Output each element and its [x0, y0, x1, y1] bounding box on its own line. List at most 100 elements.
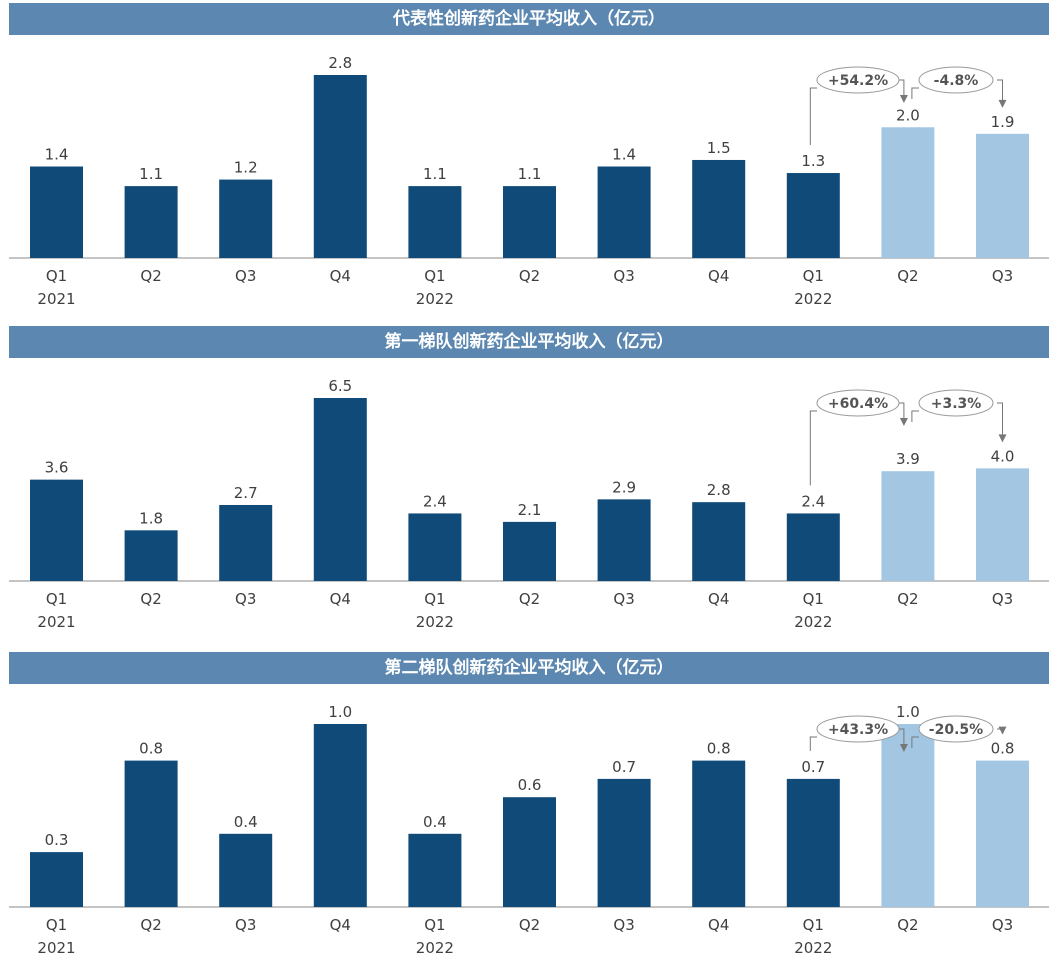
tick-label: Q1 — [46, 916, 67, 934]
chart-title: 代表性创新药企业平均收入（亿元） — [9, 3, 1049, 35]
bar — [219, 504, 273, 581]
annotation-oval — [918, 66, 994, 94]
tick-label: Q1 — [803, 916, 824, 934]
annotation-oval — [816, 389, 900, 417]
bar — [313, 724, 367, 907]
tick-label: Q4 — [330, 916, 351, 934]
tick-label: Q4 — [330, 590, 351, 608]
data-label: 2.1 — [518, 501, 542, 519]
data-label: 0.7 — [612, 758, 636, 776]
bar — [313, 398, 367, 581]
tick-label: Q1 — [46, 590, 67, 608]
bar — [597, 778, 651, 907]
data-label: 1.1 — [518, 165, 542, 183]
data-label: 1.2 — [234, 159, 258, 177]
tick-label: Q1 — [424, 916, 445, 934]
tick-label: Q3 — [992, 590, 1013, 608]
annotation-connector — [809, 736, 817, 751]
data-label: 6.5 — [328, 377, 352, 395]
bar — [976, 133, 1029, 258]
data-label: 2.4 — [423, 492, 447, 510]
year-label: 2022 — [416, 613, 454, 631]
bar — [692, 159, 746, 258]
tick-label: Q3 — [235, 267, 256, 285]
bar — [313, 75, 367, 258]
bar — [408, 513, 462, 581]
tick-label: Q3 — [613, 267, 634, 285]
annotation-label: +3.3% — [931, 396, 982, 412]
data-label: 2.4 — [801, 492, 825, 510]
bar-chart-1: 1.4 Q1 1.1 Q2 1.2 Q3 2.8 Q4 1.1 Q1 1.1 Q2 1.4 Q3 1.5 Q4… — [9, 54, 1049, 308]
bar — [219, 833, 273, 907]
tick-label: Q4 — [330, 267, 351, 285]
annotation-oval — [816, 715, 900, 743]
bar-chart-2: 3.6 Q1 1.8 Q2 2.7 Q3 6.5 Q4 2.4 Q1 2.1 Q2 2.9 Q3 2.8 Q4… — [9, 377, 1049, 631]
annotation-arrowhead — [899, 95, 908, 103]
data-label: 1.9 — [991, 113, 1015, 131]
data-label: 1.5 — [707, 139, 731, 157]
data-label: 3.6 — [45, 459, 69, 477]
year-label: 2022 — [794, 613, 832, 631]
tick-label: Q3 — [613, 916, 634, 934]
tick-label: Q2 — [897, 267, 918, 285]
tick-label: Q1 — [803, 267, 824, 285]
tick-label: Q3 — [235, 916, 256, 934]
year-label: 2022 — [794, 290, 832, 308]
chart-title: 第二梯队创新药企业平均收入（亿元） — [9, 652, 1049, 684]
bar — [408, 186, 462, 258]
annotation-connector — [911, 87, 919, 99]
annotation-oval — [918, 715, 994, 743]
data-label: 2.0 — [896, 106, 920, 124]
annotation-connector — [899, 728, 905, 748]
annotation-label: +54.2% — [828, 73, 888, 89]
chart-title: 第一梯队创新药企业平均收入（亿元） — [9, 326, 1049, 358]
annotation-arrowhead — [899, 418, 908, 426]
bar — [976, 468, 1029, 581]
annotation-arrowhead — [998, 99, 1007, 108]
bar — [124, 760, 178, 907]
bar — [30, 479, 83, 581]
data-label: 1.0 — [896, 703, 920, 721]
bar — [597, 499, 651, 581]
bar — [786, 173, 840, 258]
year-label: 2021 — [37, 290, 75, 308]
data-label: 3.9 — [896, 450, 920, 468]
annotation-connector — [911, 736, 919, 748]
tick-label: Q3 — [235, 590, 256, 608]
annotation-connector — [809, 87, 817, 146]
annotation-connector — [997, 402, 1003, 439]
tick-label: Q4 — [708, 590, 729, 608]
data-label: 1.1 — [139, 165, 163, 183]
tick-label: Q2 — [519, 590, 540, 608]
data-label: 0.8 — [139, 740, 163, 758]
bar — [881, 471, 935, 581]
tick-label: Q2 — [897, 590, 918, 608]
bar — [786, 778, 840, 907]
annotation-oval — [816, 66, 900, 94]
bar — [692, 760, 746, 907]
tick-label: Q2 — [897, 916, 918, 934]
data-label: 1.8 — [139, 509, 163, 527]
bar — [503, 186, 556, 258]
bar — [503, 521, 556, 581]
tick-label: Q4 — [708, 916, 729, 934]
annotation-connector — [911, 410, 919, 422]
annotation-connector — [899, 79, 905, 99]
data-label: 2.9 — [612, 478, 636, 496]
data-label: 2.7 — [234, 484, 258, 502]
annotation-connector — [809, 410, 817, 486]
bar — [124, 530, 178, 581]
year-label: 2022 — [416, 290, 454, 308]
tick-label: Q3 — [992, 916, 1013, 934]
bar — [692, 502, 746, 581]
data-label: 1.4 — [612, 146, 636, 164]
annotation-arrowhead — [998, 434, 1007, 443]
data-label: 4.0 — [991, 447, 1015, 465]
tick-label: Q2 — [140, 590, 161, 608]
data-label: 1.1 — [423, 165, 447, 183]
annotation-connector — [997, 79, 1003, 104]
tick-label: Q3 — [613, 590, 634, 608]
data-label: 1.3 — [801, 152, 825, 170]
tick-label: Q1 — [424, 590, 445, 608]
year-label: 2022 — [416, 939, 454, 957]
